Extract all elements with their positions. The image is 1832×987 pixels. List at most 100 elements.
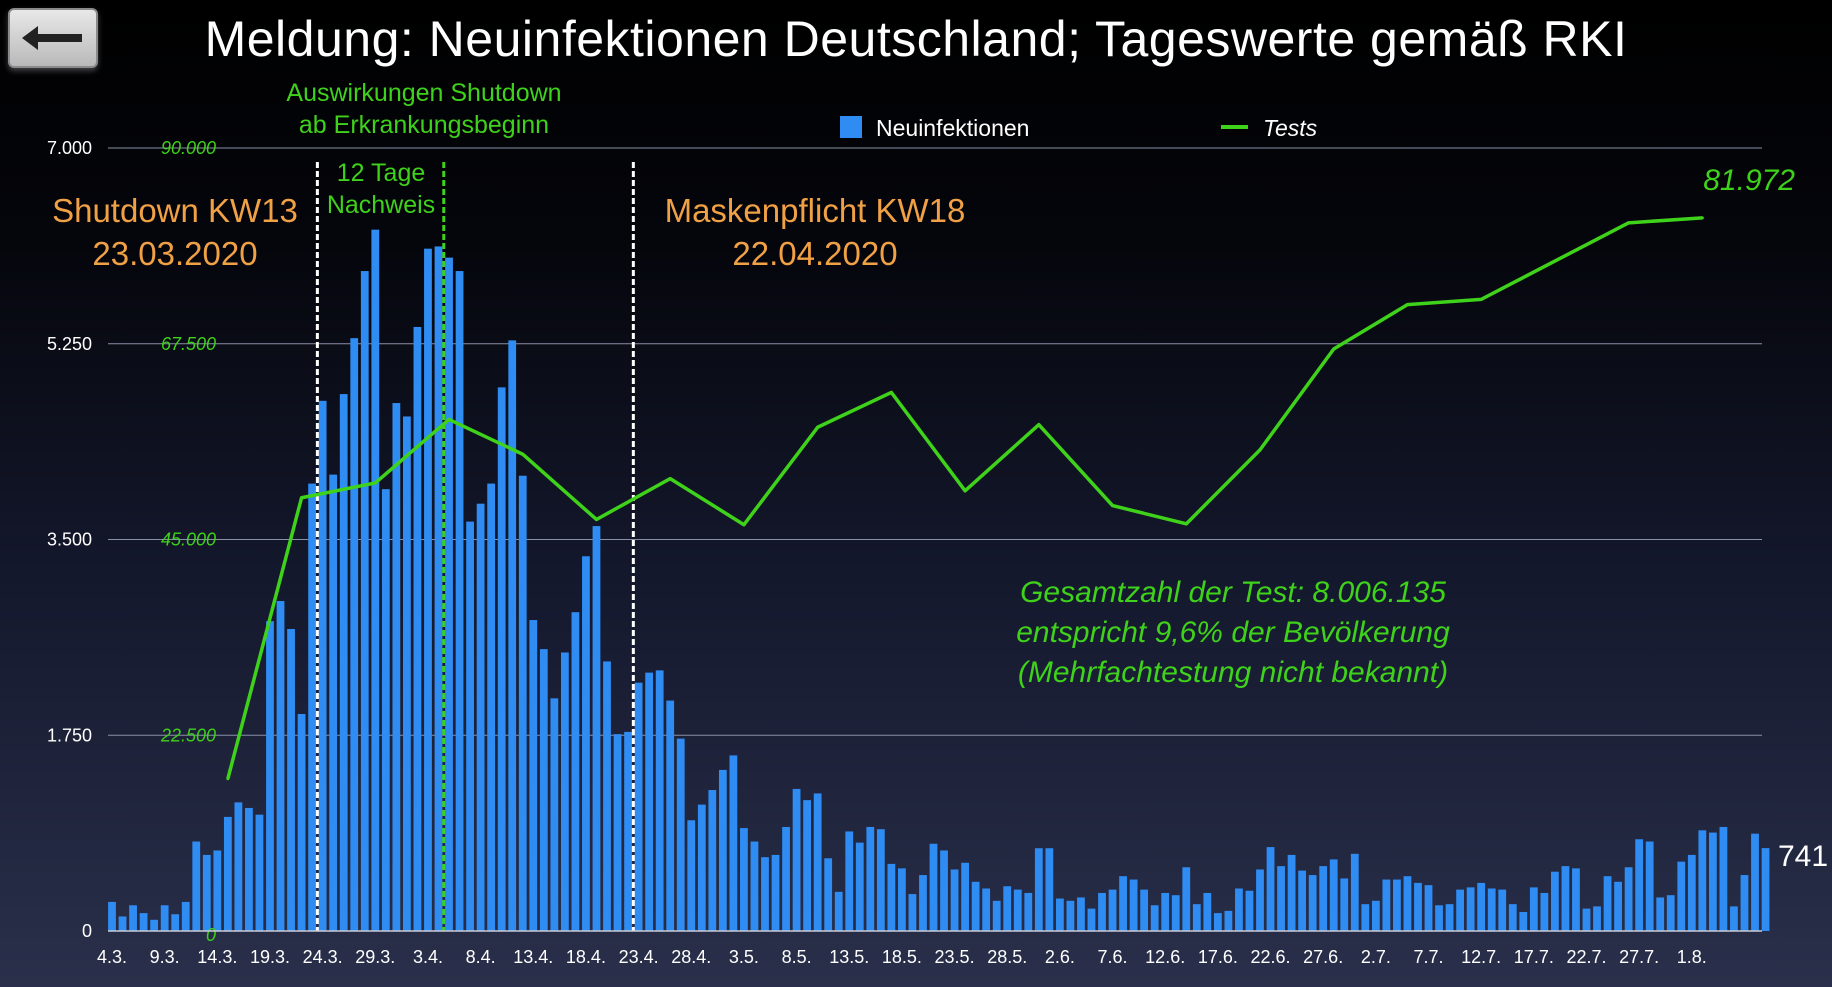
x-tick-label: 9.3. bbox=[150, 947, 180, 967]
bar bbox=[1466, 887, 1475, 931]
bar bbox=[1287, 854, 1296, 931]
bar bbox=[729, 755, 738, 931]
y-left-tick-label: 1.750 bbox=[47, 725, 92, 745]
bar bbox=[1687, 854, 1696, 931]
tests-point bbox=[816, 425, 820, 429]
bar bbox=[1108, 889, 1117, 931]
bar bbox=[582, 556, 590, 931]
tests-point bbox=[1405, 303, 1409, 307]
bar bbox=[1256, 869, 1264, 931]
bar bbox=[771, 854, 780, 931]
bar bbox=[940, 850, 948, 931]
bar bbox=[613, 734, 622, 931]
y-right-tick-label: 67.500 bbox=[161, 334, 216, 354]
tests-point bbox=[1479, 297, 1483, 301]
bar bbox=[603, 661, 611, 931]
tests-point bbox=[1553, 259, 1557, 263]
bar bbox=[445, 257, 453, 931]
bar bbox=[950, 869, 959, 931]
tests-point bbox=[373, 481, 377, 485]
bar bbox=[1319, 866, 1328, 931]
bar bbox=[360, 271, 369, 931]
bar bbox=[139, 913, 148, 931]
bar bbox=[887, 863, 896, 931]
bar bbox=[866, 826, 875, 931]
x-tick-label: 3.5. bbox=[729, 947, 759, 967]
bar-series bbox=[108, 229, 1770, 932]
tests-point bbox=[447, 417, 451, 421]
bar bbox=[1677, 861, 1686, 931]
bar bbox=[202, 854, 211, 931]
line-last-value-label: 81.972 bbox=[1703, 164, 1795, 197]
tests-point bbox=[1258, 448, 1262, 452]
bar bbox=[1129, 879, 1138, 931]
y-left-tick-label: 7.000 bbox=[47, 138, 92, 158]
tests-point bbox=[1037, 423, 1041, 427]
y-left-tick-label: 0 bbox=[82, 921, 92, 941]
x-tick-label: 1.8. bbox=[1677, 947, 1707, 967]
bar bbox=[761, 857, 769, 931]
bar bbox=[181, 901, 190, 931]
tests-point bbox=[889, 390, 893, 394]
y-right-tick-label: 22.500 bbox=[160, 725, 216, 745]
bar bbox=[655, 670, 664, 931]
back-button[interactable] bbox=[8, 8, 98, 68]
bar bbox=[1761, 848, 1770, 931]
y-left-tick-label: 5.250 bbox=[47, 334, 92, 354]
tests-point bbox=[594, 517, 598, 521]
bar bbox=[1403, 876, 1412, 931]
x-tick-label: 23.4. bbox=[619, 947, 659, 967]
bar bbox=[971, 881, 980, 931]
annotation-mask-title: Maskenpflicht KW18 bbox=[665, 192, 966, 229]
tests-point bbox=[521, 452, 525, 456]
bar bbox=[497, 387, 506, 932]
bar bbox=[1098, 892, 1106, 931]
bar bbox=[371, 229, 380, 932]
bar bbox=[666, 700, 675, 931]
bar bbox=[539, 649, 548, 931]
x-tick-label: 17.7. bbox=[1514, 947, 1554, 967]
bar bbox=[1382, 879, 1391, 931]
bar bbox=[1203, 892, 1212, 931]
bar bbox=[329, 474, 338, 931]
x-tick-label: 23.5. bbox=[935, 947, 975, 967]
x-tick-label: 4.3. bbox=[97, 947, 127, 967]
bar bbox=[571, 612, 580, 931]
bar bbox=[1698, 830, 1707, 931]
x-tick-label: 18.4. bbox=[566, 947, 606, 967]
bar bbox=[476, 503, 485, 931]
bar bbox=[108, 901, 116, 931]
x-tick-label: 2.6. bbox=[1045, 947, 1075, 967]
bar bbox=[1550, 871, 1559, 931]
legend-bars-swatch bbox=[840, 116, 862, 138]
bar bbox=[1161, 892, 1170, 931]
bar bbox=[1456, 889, 1464, 931]
bar bbox=[813, 793, 822, 931]
bar bbox=[1235, 888, 1243, 931]
bar bbox=[1340, 878, 1349, 931]
x-tick-label: 24.3. bbox=[303, 947, 343, 967]
bar bbox=[855, 842, 864, 931]
bar bbox=[1213, 913, 1222, 931]
tests-point bbox=[300, 496, 304, 500]
x-tick-label: 7.7. bbox=[1413, 947, 1443, 967]
x-tick-label: 13.4. bbox=[513, 947, 553, 967]
bar bbox=[1529, 887, 1538, 931]
bar bbox=[824, 858, 833, 931]
bar bbox=[1603, 876, 1612, 931]
bar bbox=[1371, 900, 1380, 931]
bar bbox=[1350, 853, 1359, 931]
bar bbox=[1182, 867, 1191, 931]
bar bbox=[1308, 875, 1317, 931]
annotation-shutdown-date: 23.03.2020 bbox=[92, 235, 257, 272]
x-tick-label: 27.7. bbox=[1619, 947, 1659, 967]
x-tick-label: 12.6. bbox=[1145, 947, 1185, 967]
bar bbox=[560, 652, 569, 931]
x-tick-label: 22.6. bbox=[1251, 947, 1291, 967]
bar bbox=[634, 682, 643, 931]
y-right-tick-label: 0 bbox=[206, 925, 216, 945]
x-tick-label: 14.3. bbox=[197, 947, 237, 967]
bar bbox=[740, 828, 748, 931]
x-tick-label: 27.6. bbox=[1303, 947, 1343, 967]
chart-title: Meldung: Neuinfektionen Deutschland; Tag… bbox=[204, 11, 1628, 67]
